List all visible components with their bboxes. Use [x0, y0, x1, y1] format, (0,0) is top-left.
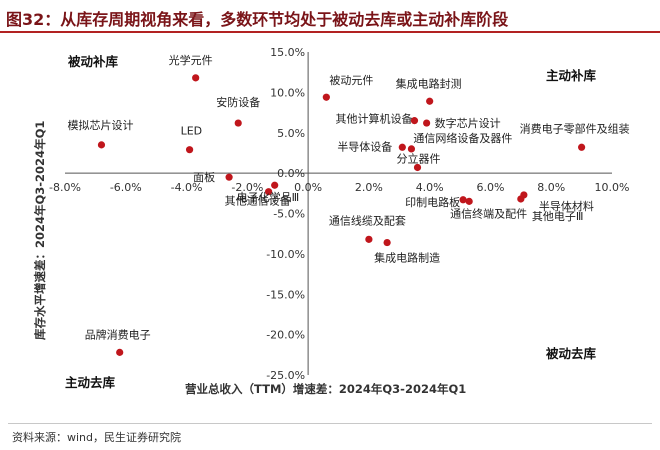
y-tick-label: -10.0% — [266, 248, 305, 261]
y-tick-label: 0.0% — [277, 167, 305, 180]
point-label: 消费电子零部件及组装 — [520, 121, 630, 135]
y-tick-label: 5.0% — [277, 127, 305, 140]
data-point — [410, 117, 419, 125]
data-point — [517, 195, 525, 203]
x-tick-label: -8.0% — [49, 181, 81, 194]
x-tick-label: 0.0% — [294, 181, 322, 194]
quadrant-label-bottom-right: 被动去库 — [546, 346, 597, 361]
data-point — [459, 196, 467, 204]
point-label: 集成电路封测 — [396, 76, 462, 90]
data-point — [116, 348, 124, 356]
x-tick-label: -6.0% — [110, 181, 142, 194]
data-points — [97, 74, 586, 356]
data-point — [225, 173, 233, 181]
point-label: 半导体材料 — [539, 199, 594, 213]
title-bar: 图32：从库存周期视角来看，多数环节均处于被动去库或主动补库阶段 — [0, 0, 660, 34]
point-label: 通信线缆及配套 — [329, 213, 406, 227]
title-underline — [0, 31, 660, 33]
point-label: 安防设备 — [216, 95, 260, 109]
quadrant-label-bottom-left: 主动去库 — [65, 375, 116, 390]
scatter-chart: -8.0% -6.0% -4.0% -2.0% 0.0% 2.0% 4.0% 6.0% 8.0%… — [33, 46, 630, 396]
x-tick-label: 4.0% — [416, 181, 444, 194]
y-tick-label: -5.0% — [273, 208, 305, 221]
data-point — [192, 74, 200, 82]
x-tick-labels: -8.0% -6.0% -4.0% -2.0% 0.0% 2.0% 4.0% 6.0% 8.0%… — [49, 181, 629, 194]
data-point — [423, 119, 431, 127]
chart-axes — [65, 52, 612, 375]
x-tick-label: -2.0% — [231, 181, 263, 194]
x-tick-label: 2.0% — [355, 181, 383, 194]
point-label: 集成电路制造 — [374, 251, 440, 265]
x-tick-label: -4.0% — [171, 181, 203, 194]
data-point — [578, 143, 586, 151]
point-label: 通信终端及配件 — [450, 206, 527, 220]
y-tick-label: -25.0% — [266, 369, 305, 382]
x-axis-title: 营业总收入（TTM）增速差：2024年Q3-2024年Q1 — [185, 382, 466, 396]
data-point — [413, 163, 422, 172]
x-tick-label: 10.0% — [595, 181, 630, 194]
data-point — [185, 146, 194, 154]
y-tick-label: -20.0% — [266, 329, 305, 342]
point-label: 被动元件 — [329, 74, 373, 87]
data-point — [465, 197, 473, 205]
data-point — [426, 97, 434, 105]
data-point — [407, 145, 416, 153]
point-label: 半导体设备 — [337, 139, 392, 153]
point-label: 面板 — [193, 170, 215, 184]
point-label: 品牌消费电子 — [85, 327, 151, 341]
data-point — [265, 188, 273, 196]
source-note: 资料来源：wind，民生证券研究院 — [12, 431, 182, 444]
data-point — [398, 143, 406, 151]
y-tick-label: 15.0% — [270, 46, 305, 59]
point-label: 电子化学品Ⅲ — [237, 190, 300, 204]
point-label: 其他计算机设备 — [335, 112, 412, 126]
point-label: 模拟芯片设计 — [67, 118, 133, 132]
point-label: 分立器件 — [397, 151, 441, 165]
y-tick-labels: 15.0% 10.0% 5.0% 0.0% -5.0% -10.0% -15.0% -20.0… — [266, 46, 305, 382]
y-tick-label: -15.0% — [266, 288, 305, 301]
data-point — [234, 119, 242, 127]
data-point — [97, 141, 106, 149]
point-label: 通信网络设备及器件 — [413, 131, 512, 145]
x-tick-label: 6.0% — [476, 181, 504, 194]
figure-title: 图32：从库存周期视角来看，多数环节均处于被动去库或主动补库阶段 — [6, 10, 509, 29]
point-label: 印制电路板 — [405, 195, 460, 209]
y-axis-title: 库存水平增速差：2024年Q3-2024年Q1 — [33, 121, 47, 340]
x-tick-label: 8.0% — [537, 181, 565, 194]
point-label: 数字芯片设计 — [435, 116, 501, 130]
point-label: 其他通信设备 — [225, 194, 291, 208]
data-point — [383, 238, 391, 247]
point-label: 光学元件 — [169, 53, 213, 67]
data-point — [322, 93, 330, 101]
quadrant-label-top-left: 被动补库 — [68, 54, 119, 69]
data-point — [365, 235, 373, 243]
data-point — [271, 181, 279, 189]
point-label: 其他电子Ⅲ — [532, 210, 584, 223]
quadrant-label-top-right: 主动补库 — [546, 68, 597, 83]
point-label: LED — [181, 125, 203, 138]
y-tick-label: 10.0% — [270, 86, 305, 99]
source-divider — [8, 423, 652, 424]
